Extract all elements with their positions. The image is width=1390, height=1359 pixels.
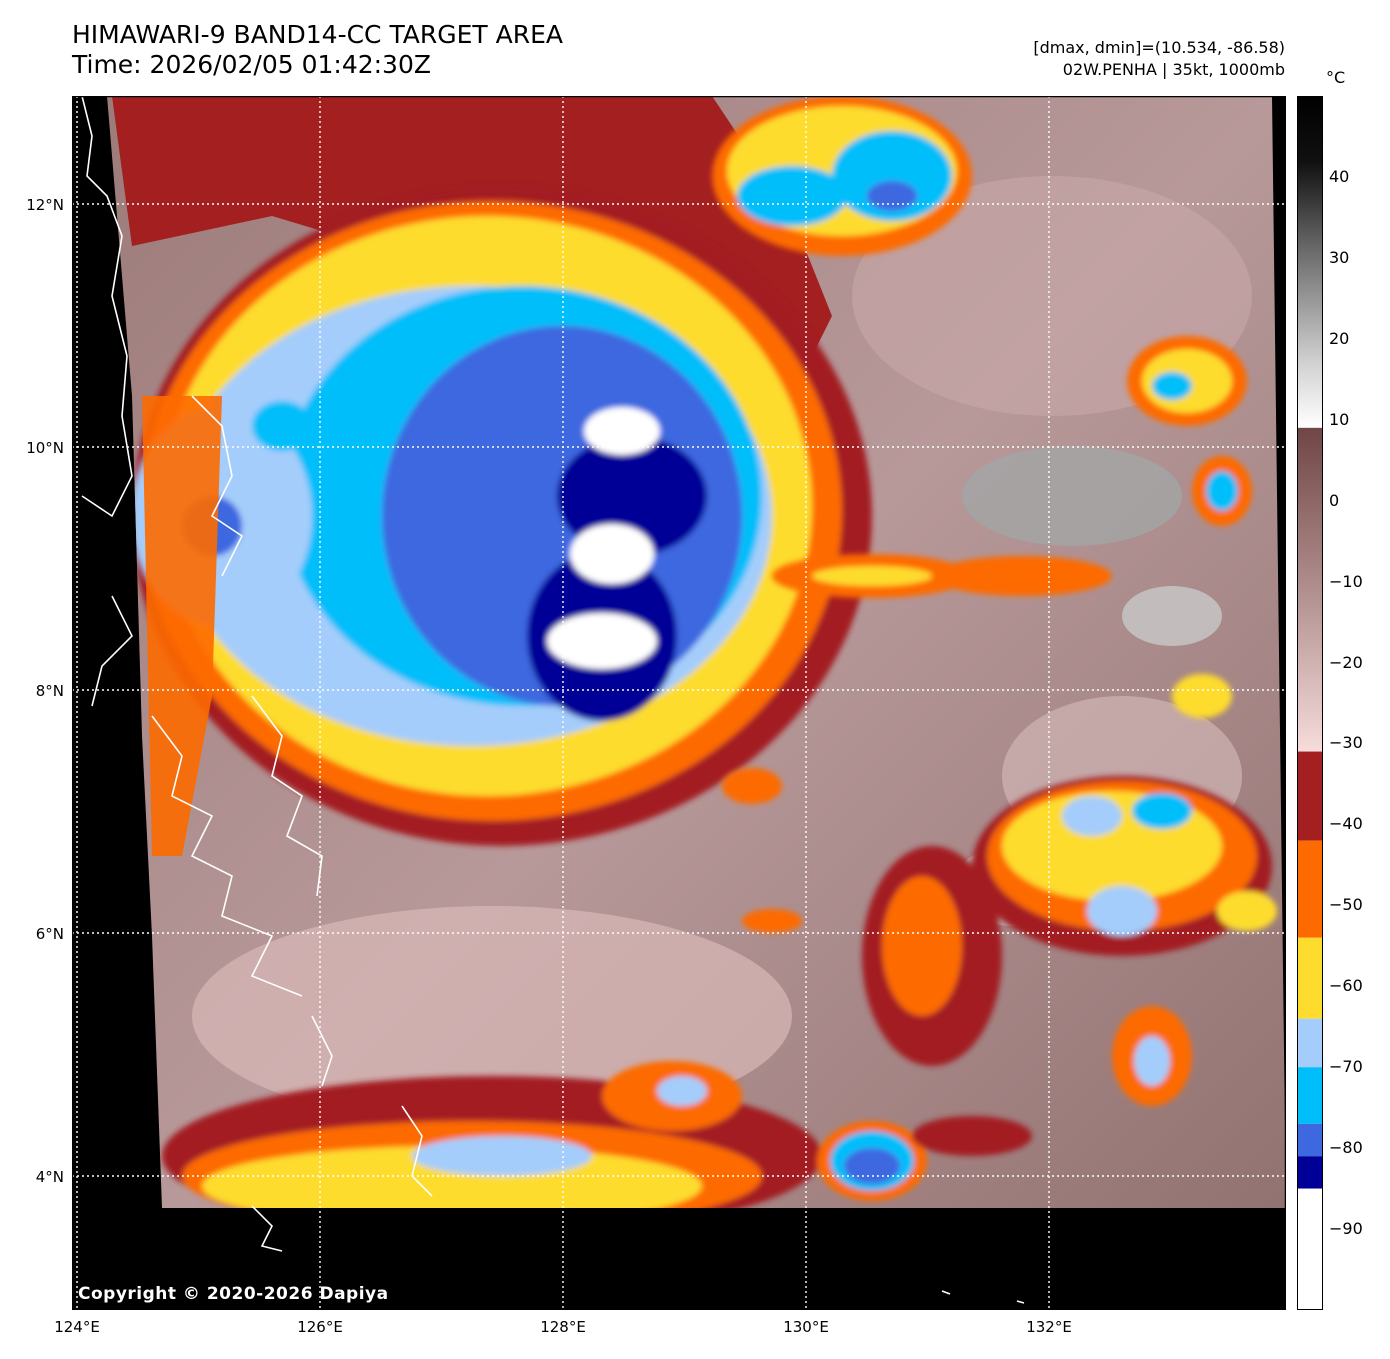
- lat-label-6n: 6°N: [35, 925, 64, 943]
- info-storm: 02W.PENHA | 35kt, 1000mb: [1062, 60, 1285, 79]
- colorbar-tick-label: −50: [1329, 895, 1363, 915]
- colorbar-tick-label: 30: [1329, 247, 1350, 267]
- colorbar-band-2: [1297, 751, 1323, 841]
- colorbar-tick-label: −90: [1329, 1219, 1363, 1239]
- colorbar-unit: °C: [1326, 68, 1346, 87]
- colorbar-band-7: [1297, 1123, 1323, 1157]
- lon-label-124e: 124°E: [54, 1318, 100, 1336]
- colorbar-band-3: [1297, 840, 1323, 938]
- colorbar-tick-label: −20: [1329, 652, 1363, 672]
- info-dmax-dmin: [dmax, dmin]=(10.534, -86.58): [1033, 38, 1285, 57]
- colorbar: [1297, 96, 1323, 1310]
- lat-label-4n: 4°N: [35, 1168, 64, 1186]
- map-frame: [72, 96, 1286, 1310]
- imagery-layer: [107, 96, 1286, 1208]
- colorbar-band-4: [1297, 937, 1323, 1019]
- coastlines: [81, 96, 1025, 1304]
- lon-label-132e: 132°E: [1026, 1318, 1072, 1336]
- lon-label-128e: 128°E: [540, 1318, 586, 1336]
- gridlines: [72, 96, 1286, 1310]
- colorbar-tick-label: 10: [1329, 409, 1350, 429]
- colorbar-tick-label: 20: [1329, 328, 1350, 348]
- colorbar-band-0: [1297, 96, 1323, 428]
- colorbar-tick-label: −10: [1329, 571, 1363, 591]
- colorbar-band-9: [1297, 1188, 1323, 1310]
- lat-label-8n: 8°N: [35, 682, 64, 700]
- lon-label-130e: 130°E: [783, 1318, 829, 1336]
- colorbar-tick-label: −70: [1329, 1057, 1363, 1077]
- colorbar-frame: [1297, 96, 1323, 1310]
- title-satellite: HIMAWARI-9 BAND14-CC TARGET AREA: [72, 20, 564, 49]
- colorbar-band-6: [1297, 1067, 1323, 1124]
- colorbar-band-8: [1297, 1156, 1323, 1189]
- colorbar-tick-label: −60: [1329, 976, 1363, 996]
- title-time: Time: 2026/02/05 01:42:30Z: [72, 50, 431, 79]
- colorbar-band-1: [1297, 427, 1323, 752]
- colorbar-tick-label: −80: [1329, 1138, 1363, 1158]
- lat-label-10n: 10°N: [26, 439, 64, 457]
- colorbar-band-5: [1297, 1018, 1323, 1068]
- lon-label-126e: 126°E: [297, 1318, 343, 1336]
- lat-label-12n: 12°N: [26, 196, 64, 214]
- satellite-map: [72, 96, 1286, 1310]
- colorbar-tick-label: −30: [1329, 733, 1363, 753]
- colorbar-tick-label: −40: [1329, 814, 1363, 834]
- copyright-text: Copyright © 2020-2026 Dapiya: [78, 1284, 389, 1304]
- colorbar-tick-label: 0: [1329, 490, 1340, 510]
- colorbar-tick-label: 40: [1329, 166, 1350, 186]
